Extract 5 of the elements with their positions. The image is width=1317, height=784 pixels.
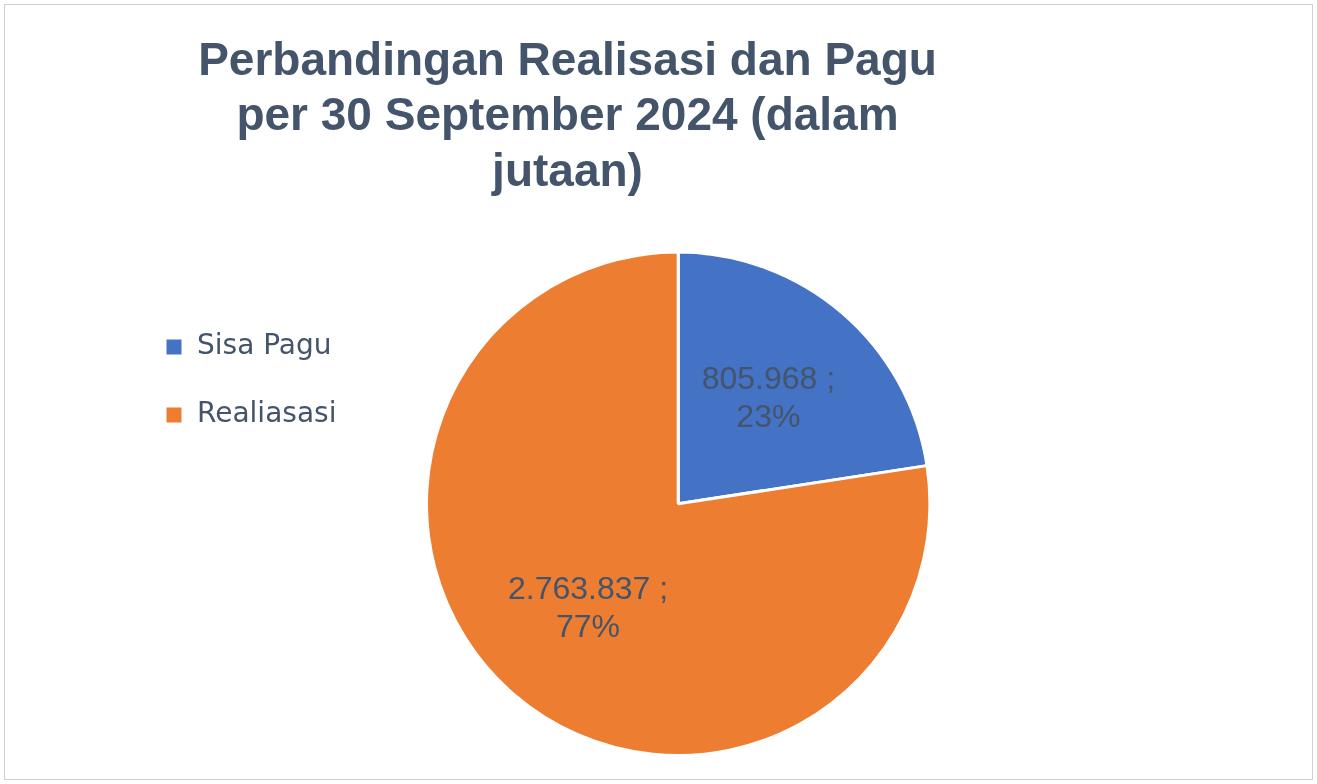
legend-label: Realiasasi [197,396,337,430]
data-label: 2.763.837 ; 77% [507,569,669,644]
chart-title: Perbandingan Realisasi dan Pagu per 30 September 2024 (dalam jutaan) [198,33,937,196]
legend-label: Sisa Pagu [197,328,332,362]
data-label: 805.968 ; 23% [701,359,836,434]
